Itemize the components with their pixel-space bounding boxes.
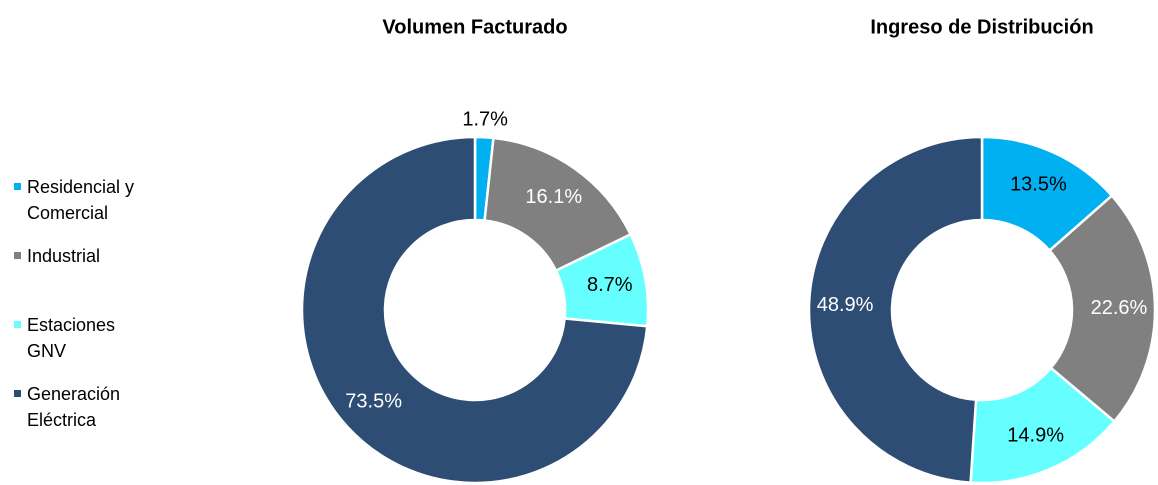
legend-label: Generación Eléctrica bbox=[27, 384, 121, 430]
legend-swatch bbox=[14, 183, 21, 190]
data-label: 14.9% bbox=[1007, 424, 1064, 446]
legend-swatch bbox=[14, 252, 21, 259]
data-label: 22.6% bbox=[1091, 297, 1148, 319]
data-label: 48.9% bbox=[817, 294, 874, 316]
legend-item: Industrial bbox=[14, 243, 154, 269]
data-label: 16.1% bbox=[525, 186, 582, 208]
slice bbox=[300, 135, 649, 485]
data-label: 8.7% bbox=[587, 274, 633, 296]
legend-label: Estaciones GNV bbox=[27, 315, 116, 361]
data-label: 73.5% bbox=[345, 390, 402, 412]
data-label: 13.5% bbox=[1010, 173, 1067, 195]
legend-swatch bbox=[14, 321, 21, 328]
slice bbox=[807, 135, 984, 484]
legend-swatch bbox=[14, 390, 21, 397]
legend-item: Generación Eléctrica bbox=[14, 381, 154, 433]
legend-label: Industrial bbox=[27, 246, 101, 266]
legend-item: Residencial y Comercial bbox=[14, 174, 154, 226]
chart-title: Ingreso de Distribución bbox=[870, 16, 1093, 38]
chart-title: Volumen Facturado bbox=[382, 16, 567, 38]
data-label: 1.7% bbox=[462, 109, 508, 131]
legend-label: Residencial y Comercial bbox=[27, 177, 135, 223]
slice bbox=[1047, 193, 1157, 424]
legend-item: Estaciones GNV bbox=[14, 312, 154, 364]
